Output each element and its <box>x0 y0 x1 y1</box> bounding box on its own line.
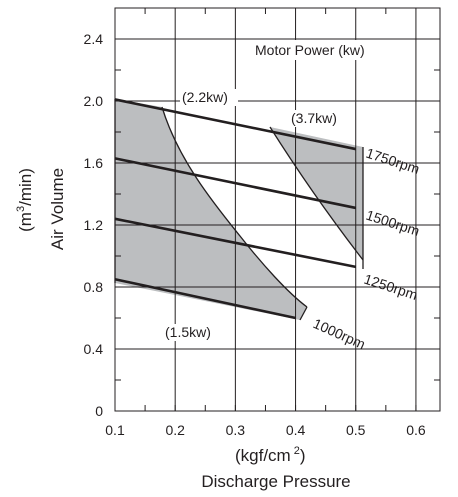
x-tick-label: 0.2 <box>165 422 185 438</box>
series-label-1500rpm: 1500rpm <box>364 207 422 239</box>
power-label-2-2kw: (2.2kw) <box>182 89 228 105</box>
power-curve-2-2kw <box>161 106 308 308</box>
series-label-1250rpm: 1250rpm <box>362 271 420 303</box>
shaded-regions <box>115 99 363 320</box>
y-axis-unit: (m3/min) <box>15 168 35 232</box>
x-tick-label: 0.5 <box>346 422 366 438</box>
y-axis-unit-sup: 3 <box>15 206 27 212</box>
legend-title: Motor Power (kw) <box>255 42 365 58</box>
x-tick-label: 0.6 <box>406 422 426 438</box>
series-line-1000rpm <box>114 277 296 320</box>
label-backdrop-2-2kw <box>180 89 238 106</box>
annotations: Motor Power (kw) (2.2kw) (3.7kw) (1.5kw) <box>163 40 388 341</box>
y-tick-label: 1.6 <box>84 155 104 171</box>
series-line-1250rpm <box>114 217 356 269</box>
x-tick-label: 0.4 <box>286 422 306 438</box>
y-axis-title: Air Volume <box>48 168 67 250</box>
axis-titles: (kgf/cm 2) Discharge Pressure (m3/min) Ai… <box>15 168 351 491</box>
series-lines <box>114 98 357 320</box>
y-tick-label: 2.4 <box>84 31 104 47</box>
power-label-1-5kw: (1.5kw) <box>165 324 211 340</box>
x-tick-label: 0.1 <box>105 422 125 438</box>
shaded-region-1-5kw <box>115 99 307 320</box>
x-ticks: 0.1 0.2 0.3 0.4 0.5 0.6 <box>105 8 426 438</box>
y-axis-unit-close: /min) <box>16 168 35 206</box>
y-tick-label: 2.0 <box>84 93 104 109</box>
label-backdrop-3-7kw <box>289 110 347 127</box>
x-axis-unit-close: ) <box>300 446 306 465</box>
y-tick-label: 0.8 <box>84 279 104 295</box>
y-axis-unit-base: (m <box>16 212 35 232</box>
label-backdrop-1-5kw <box>163 324 221 341</box>
series-line-1500rpm <box>114 157 357 210</box>
y-tick-label: 1.2 <box>84 217 104 233</box>
series-line-1750rpm <box>114 98 357 151</box>
x-axis-title: Discharge Pressure <box>201 472 350 491</box>
x-tick-label: 0.3 <box>226 422 246 438</box>
y-tick-label: 0.4 <box>84 341 104 357</box>
x-axis-unit: (kgf/cm 2) <box>235 445 306 465</box>
x-axis-unit-sup: 2 <box>294 445 300 457</box>
legend-title-backdrop <box>252 40 388 60</box>
y-ticks: 0 0.4 0.8 1.2 1.6 2.0 2.4 <box>84 31 440 419</box>
series-label-1750rpm: 1750rpm <box>364 145 422 177</box>
series-label-1000rpm: 1000rpm <box>311 315 368 352</box>
shaded-region-3-7kw <box>270 127 363 260</box>
power-label-3-7kw: (3.7kw) <box>291 110 337 126</box>
y-tick-label: 0 <box>95 403 103 419</box>
x-axis-unit-base: (kgf/cm <box>235 446 291 465</box>
power-curve-end-1000rpm <box>299 306 308 321</box>
grid <box>115 8 440 411</box>
